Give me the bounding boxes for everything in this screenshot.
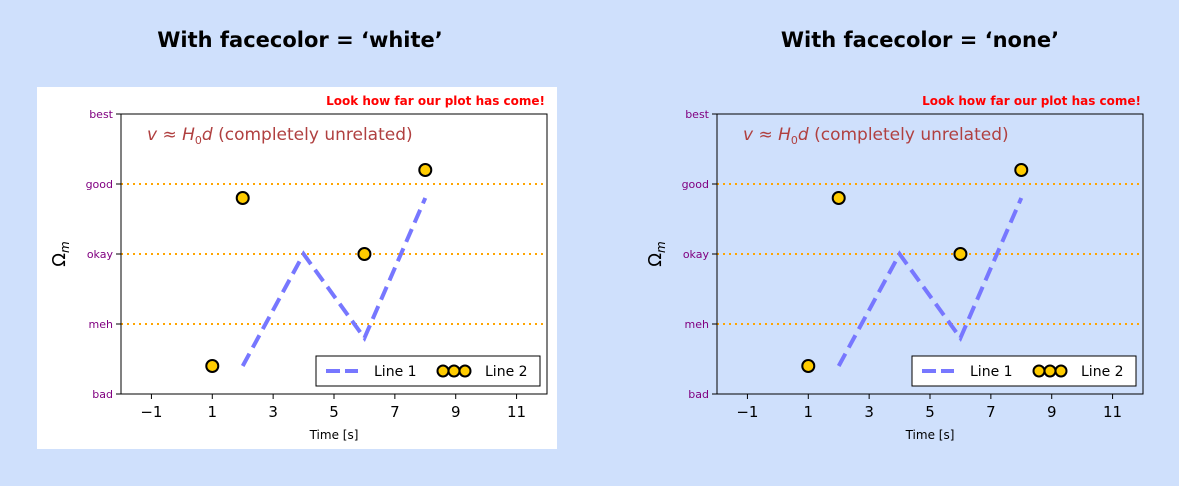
suptitle: Look how far our plot has come! [922, 94, 1141, 108]
series-2-point-2 [953, 247, 968, 261]
x-tick-label-6: 11 [507, 403, 526, 421]
y-axis-label: Ωm [645, 241, 668, 266]
x-tick-label-4: 7 [986, 403, 996, 421]
left-panel-title: With facecolor = ‘white’ [157, 28, 443, 52]
x-axis-label: Time [s] [309, 428, 359, 442]
x-tick-label-1: 1 [208, 403, 218, 421]
legend-line-2-swatch-0 [436, 364, 450, 378]
axes-frame [716, 113, 1144, 395]
legend-label-line-1: Line 1 [970, 364, 1013, 380]
legend-line-2-swatch-2 [1054, 364, 1068, 378]
y-tick-label-2: okay [683, 248, 710, 261]
x-tick-label-3: 5 [925, 403, 935, 421]
legend-line-2-swatch-1 [1043, 364, 1057, 378]
annotation-text: v ≈ H0d (completely unrelated) [743, 125, 1009, 147]
series-2-point-3 [1014, 163, 1029, 177]
x-tick-label-0: −1 [736, 403, 758, 421]
chart-facecolor-white: Look how far our plot has come! −1 1 3 5 7 9 11… [37, 87, 557, 449]
x-tick-label-6: 11 [1103, 403, 1122, 421]
series-line-1 [836, 197, 1024, 367]
y-tick-label-4: best [89, 108, 113, 121]
y-tick-label-3: good [86, 178, 113, 191]
legend-line-2-swatch-2 [458, 364, 472, 378]
x-tick-label-2: 3 [864, 403, 874, 421]
series-2-point-1 [235, 191, 250, 205]
axes-frame [120, 113, 548, 395]
x-axis-label: Time [s] [905, 428, 955, 442]
x-tick-label-4: 7 [390, 403, 400, 421]
y-tick-label-4: best [685, 108, 709, 121]
series-2-point-3 [418, 163, 433, 177]
annotation-text: v ≈ H0d (completely unrelated) [147, 125, 413, 147]
x-tick-label-3: 5 [329, 403, 339, 421]
x-tick-label-1: 1 [804, 403, 814, 421]
x-tick-label-5: 9 [451, 403, 461, 421]
y-tick-label-1: meh [685, 318, 709, 331]
series-line-1 [240, 197, 428, 367]
y-tick-label-2: okay [87, 248, 114, 261]
legend-label-line-1: Line 1 [374, 364, 417, 380]
x-tick-label-5: 9 [1047, 403, 1057, 421]
legend-label-line-2: Line 2 [485, 364, 528, 380]
series-2-point-0 [205, 359, 220, 373]
y-tick-label-3: good [682, 178, 709, 191]
x-tick-label-2: 3 [268, 403, 278, 421]
y-axis-label: Ωm [49, 241, 72, 266]
right-panel-title: With facecolor = ‘none’ [780, 28, 1060, 52]
y-tick-label-0: bad [92, 388, 113, 401]
legend-line-2-swatch-0 [1032, 364, 1046, 378]
chart-facecolor-none: Look how far our plot has come! −1 1 3 5 7 9 11… [633, 87, 1153, 449]
series-2-point-2 [357, 247, 372, 261]
x-tick-label-0: −1 [140, 403, 162, 421]
y-tick-label-1: meh [89, 318, 113, 331]
series-2-point-1 [831, 191, 846, 205]
series-2-point-0 [801, 359, 816, 373]
suptitle: Look how far our plot has come! [326, 94, 545, 108]
legend-line-2-swatch-1 [447, 364, 461, 378]
y-tick-label-0: bad [688, 388, 709, 401]
legend-label-line-2: Line 2 [1081, 364, 1124, 380]
